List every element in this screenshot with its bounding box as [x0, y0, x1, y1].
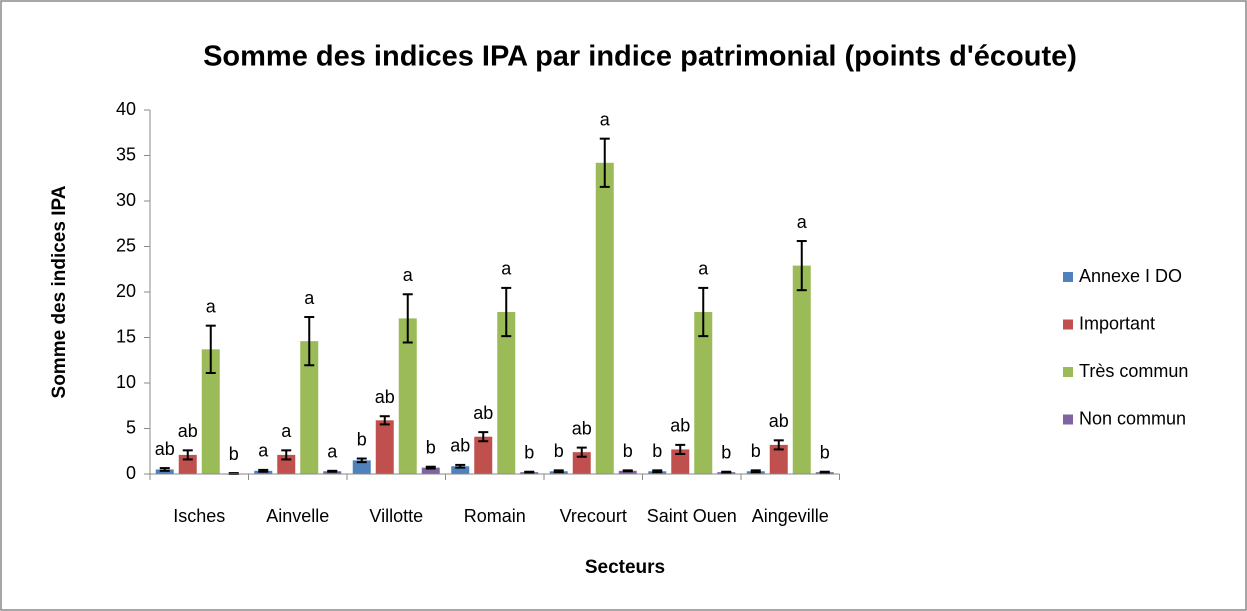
- y-tick-label: 35: [116, 144, 136, 164]
- significance-letter: a: [327, 442, 338, 462]
- error-bar: [258, 468, 269, 473]
- significance-letter: b: [652, 441, 662, 461]
- error-bar: [796, 240, 807, 292]
- error-bar: [159, 467, 170, 472]
- y-tick-label: 15: [116, 326, 136, 346]
- error-bar: [750, 469, 761, 474]
- legend-label: Important: [1079, 313, 1155, 333]
- significance-letter: a: [403, 265, 414, 285]
- y-tick-label: 0: [126, 463, 136, 483]
- x-tick-label: Romain: [464, 506, 526, 526]
- significance-letter: b: [229, 444, 239, 464]
- error-bar: [773, 439, 784, 451]
- error-bar: [425, 465, 436, 470]
- error-bar: [304, 316, 315, 367]
- legend-swatch: [1063, 319, 1073, 330]
- error-bar: [652, 469, 663, 474]
- error-bar: [379, 415, 390, 426]
- significance-letter: b: [820, 442, 830, 462]
- error-bar: [327, 469, 338, 473]
- x-tick-label: Villotte: [369, 506, 423, 526]
- y-tick-label: 5: [126, 417, 136, 437]
- significance-letter: ab: [473, 403, 493, 423]
- error-bar: [281, 449, 292, 461]
- y-tick-label: 25: [116, 235, 136, 255]
- significance-letter: b: [554, 441, 564, 461]
- legend-label: Annexe I DO: [1079, 266, 1182, 286]
- error-bar: [698, 286, 709, 338]
- significance-letter: ab: [572, 418, 592, 438]
- significance-letter: b: [357, 429, 367, 449]
- significance-letter: a: [797, 212, 808, 232]
- error-bar: [501, 286, 512, 338]
- x-axis-title: Secteurs: [585, 557, 665, 578]
- x-tick-label: Saint Ouen: [647, 506, 737, 526]
- y-tick-label: 40: [116, 99, 136, 119]
- significance-letter: b: [721, 442, 731, 462]
- bar: [421, 467, 440, 474]
- x-tick-label: Ainvelle: [266, 506, 329, 526]
- y-tick-label: 20: [116, 281, 136, 301]
- error-bar: [599, 137, 610, 188]
- error-bar: [675, 443, 686, 455]
- significance-letter: ab: [450, 436, 470, 456]
- y-tick-label: 10: [116, 372, 136, 392]
- x-tick-label: Isches: [173, 506, 225, 526]
- error-bar: [182, 449, 193, 461]
- bar: [497, 312, 516, 474]
- significance-letter: b: [524, 442, 534, 462]
- error-bar: [478, 431, 489, 443]
- error-bar: [402, 293, 413, 344]
- bar: [375, 420, 394, 474]
- bar: [398, 318, 417, 474]
- error-bar: [622, 469, 633, 473]
- y-axis-title: Somme des indices IPA: [49, 185, 70, 398]
- legend-label: Non commun: [1079, 408, 1186, 428]
- error-bar: [356, 457, 367, 464]
- bar: [694, 312, 713, 474]
- significance-letter: b: [426, 437, 436, 457]
- bar: [769, 444, 788, 474]
- significance-letter: b: [623, 441, 633, 461]
- x-tick-label: Aingeville: [752, 506, 829, 526]
- legend-label: Très commun: [1079, 361, 1188, 381]
- bar: [451, 466, 470, 474]
- error-bar: [455, 463, 466, 469]
- significance-letter: a: [281, 421, 292, 441]
- y-tick-label: 30: [116, 190, 136, 210]
- error-bar: [819, 470, 830, 474]
- bar: [595, 162, 614, 474]
- bar: [618, 470, 637, 474]
- significance-letter: ab: [769, 411, 789, 431]
- legend-swatch: [1063, 272, 1073, 282]
- bar: [300, 341, 319, 474]
- bar: [792, 265, 811, 474]
- x-tick-label: Vrecourt: [560, 506, 627, 526]
- significance-letter: a: [698, 259, 709, 279]
- legend-swatch: [1063, 414, 1073, 425]
- significance-letter: ab: [155, 439, 175, 459]
- bar: [201, 349, 220, 474]
- significance-letter: ab: [670, 416, 690, 436]
- error-bar: [576, 446, 587, 458]
- chart-title: Somme des indices IPA par indice patrimo…: [203, 41, 1077, 73]
- significance-letter: a: [600, 109, 611, 129]
- bar: [474, 436, 493, 474]
- error-bar: [524, 470, 535, 474]
- legend-swatch: [1063, 367, 1073, 377]
- significance-letter: a: [501, 259, 512, 279]
- significance-letter: a: [304, 288, 315, 308]
- significance-letter: b: [751, 441, 761, 461]
- significance-letter: a: [258, 441, 269, 461]
- error-bar: [205, 324, 216, 374]
- error-bar: [553, 469, 564, 474]
- significance-letter: ab: [375, 387, 395, 407]
- bar: [671, 449, 690, 474]
- significance-letter: a: [206, 296, 217, 316]
- bar: [352, 460, 371, 474]
- error-bar: [721, 470, 732, 474]
- significance-letter: ab: [178, 421, 198, 441]
